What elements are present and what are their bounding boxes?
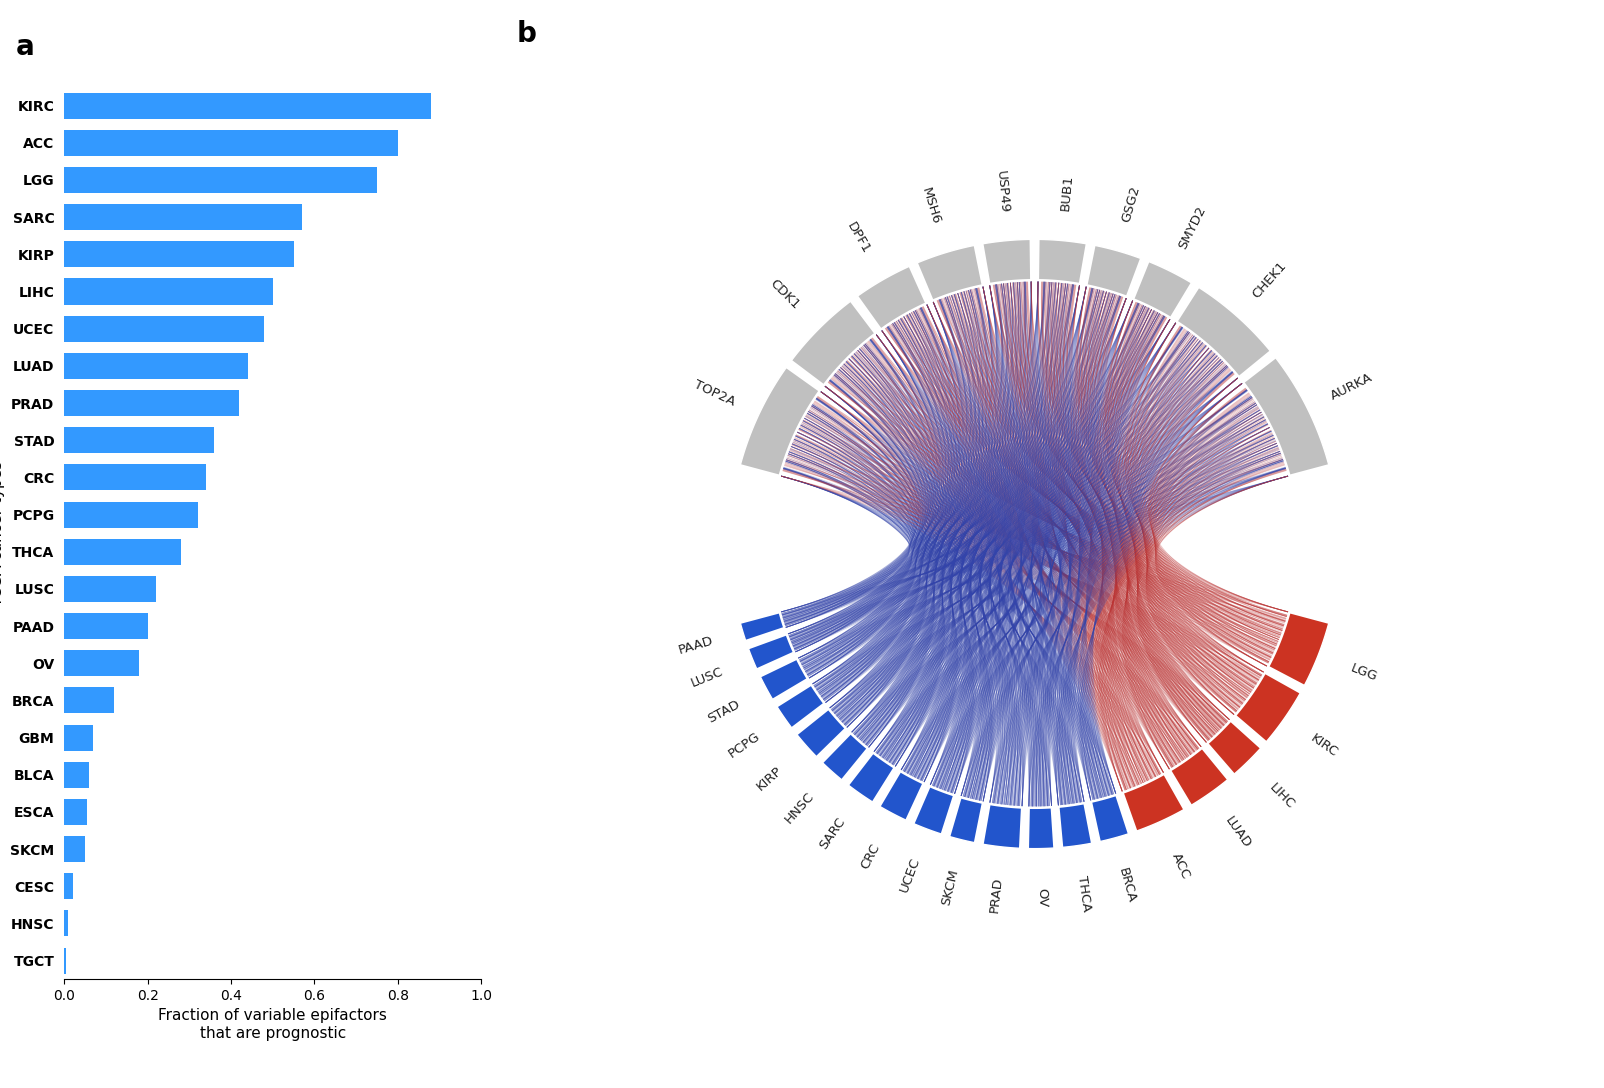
Polygon shape — [1059, 804, 1092, 848]
Text: TOP2A: TOP2A — [693, 378, 738, 409]
Bar — [64, 688, 114, 714]
Polygon shape — [917, 245, 982, 299]
Polygon shape — [983, 805, 1022, 849]
Bar — [64, 576, 156, 602]
Polygon shape — [791, 301, 874, 384]
Bar — [64, 799, 87, 825]
Bar — [64, 502, 197, 528]
Polygon shape — [879, 772, 922, 820]
Polygon shape — [914, 788, 954, 834]
Bar — [64, 390, 239, 416]
Text: UCEC: UCEC — [898, 855, 922, 894]
Bar — [64, 92, 431, 119]
Text: SKCM: SKCM — [940, 868, 961, 906]
Polygon shape — [1237, 673, 1301, 742]
Bar — [64, 762, 90, 788]
Polygon shape — [950, 799, 983, 843]
Text: LUAD: LUAD — [1222, 815, 1254, 851]
Text: PRAD: PRAD — [988, 877, 1004, 914]
Text: LUSC: LUSC — [690, 665, 725, 690]
Text: BRCA: BRCA — [1116, 866, 1139, 904]
Text: HNSC: HNSC — [783, 790, 816, 826]
Polygon shape — [760, 659, 807, 700]
Text: AURKA: AURKA — [1328, 371, 1375, 403]
Text: ACC: ACC — [1169, 851, 1192, 881]
Bar — [64, 428, 215, 454]
Text: LGG: LGG — [1349, 662, 1379, 684]
Polygon shape — [741, 368, 818, 475]
Polygon shape — [741, 613, 783, 641]
Polygon shape — [1088, 245, 1140, 296]
Polygon shape — [1091, 796, 1129, 842]
Text: GSG2: GSG2 — [1120, 184, 1142, 224]
Polygon shape — [797, 709, 845, 757]
Text: PCPG: PCPG — [725, 730, 762, 761]
Polygon shape — [1269, 613, 1328, 685]
Text: DPF1: DPF1 — [844, 220, 873, 256]
Text: SARC: SARC — [816, 816, 849, 852]
Text: LIHC: LIHC — [1267, 781, 1298, 812]
Text: OV: OV — [1036, 888, 1049, 907]
Bar — [64, 725, 93, 751]
Polygon shape — [1038, 239, 1086, 283]
Polygon shape — [857, 267, 926, 329]
Text: SMYD2: SMYD2 — [1176, 205, 1208, 251]
Text: CHEK1: CHEK1 — [1250, 259, 1290, 301]
Polygon shape — [776, 685, 823, 728]
Bar — [64, 948, 66, 974]
Text: BUB1: BUB1 — [1059, 173, 1075, 211]
X-axis label: Fraction of variable epifactors
that are prognostic: Fraction of variable epifactors that are… — [159, 1009, 387, 1041]
Bar — [64, 166, 377, 193]
Bar — [64, 242, 294, 268]
Polygon shape — [1177, 287, 1270, 376]
Polygon shape — [849, 754, 893, 802]
Bar — [64, 129, 398, 156]
Bar — [64, 205, 302, 231]
Bar — [64, 911, 69, 937]
Polygon shape — [1245, 358, 1328, 475]
Bar — [64, 316, 265, 342]
Polygon shape — [1028, 808, 1054, 849]
Polygon shape — [823, 734, 868, 780]
Polygon shape — [1134, 261, 1192, 317]
Polygon shape — [983, 239, 1031, 283]
Text: USP49: USP49 — [993, 170, 1011, 214]
Text: MSH6: MSH6 — [919, 186, 943, 226]
Bar — [64, 613, 148, 639]
Bar — [64, 539, 181, 565]
Bar — [64, 836, 85, 862]
Polygon shape — [1171, 749, 1229, 805]
Text: KIRC: KIRC — [1309, 732, 1341, 761]
Text: KIRP: KIRP — [754, 764, 786, 793]
Bar — [64, 465, 205, 491]
Y-axis label: TCGA cancer types: TCGA cancer types — [0, 460, 5, 606]
Polygon shape — [1123, 775, 1184, 831]
Text: b: b — [516, 20, 537, 48]
Bar — [64, 353, 247, 379]
Text: PAAD: PAAD — [677, 634, 715, 657]
Text: THCA: THCA — [1075, 875, 1092, 913]
Bar — [64, 651, 140, 677]
Text: CDK1: CDK1 — [767, 277, 802, 312]
Bar — [64, 874, 72, 900]
Polygon shape — [1208, 721, 1261, 775]
Text: STAD: STAD — [704, 697, 741, 726]
Text: CRC: CRC — [858, 842, 882, 871]
Bar — [64, 279, 273, 305]
Text: a: a — [16, 33, 35, 61]
Polygon shape — [749, 634, 792, 669]
